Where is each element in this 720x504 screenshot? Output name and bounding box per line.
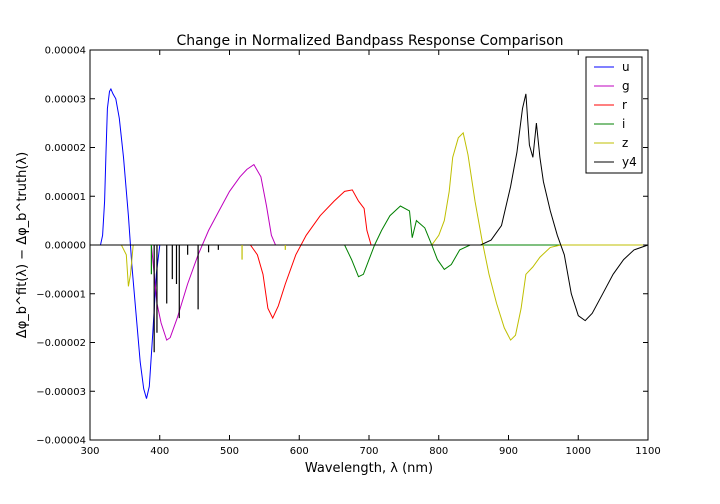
series-line-i bbox=[90, 205, 648, 278]
legend-label-r: r bbox=[622, 98, 627, 112]
y-tick-label: −0.00004 bbox=[36, 436, 86, 447]
legend-label-i: i bbox=[622, 117, 625, 131]
series-line-g bbox=[90, 163, 648, 341]
y-tick-label: −0.00002 bbox=[36, 338, 86, 349]
y-tick-label: 0.00002 bbox=[45, 143, 86, 154]
y-tick-label: 0.00004 bbox=[45, 46, 86, 57]
legend-label-z: z bbox=[622, 136, 628, 150]
x-tick-label: 1000 bbox=[566, 446, 591, 457]
x-tick-label: 700 bbox=[359, 446, 378, 457]
legend-label-g: g bbox=[622, 79, 630, 93]
x-tick-label: 300 bbox=[80, 446, 99, 457]
y-tick-label: −0.00001 bbox=[36, 289, 86, 300]
series-line-r bbox=[90, 189, 648, 320]
x-tick-label: 500 bbox=[220, 446, 239, 457]
legend-label-u: u bbox=[622, 60, 630, 74]
x-tick-label: 900 bbox=[499, 446, 518, 457]
legend-box bbox=[585, 56, 643, 174]
chart-title: Change in Normalized Bandpass Response C… bbox=[176, 33, 563, 49]
series-line-z bbox=[90, 131, 648, 341]
y-tick-label: 0.00000 bbox=[45, 241, 86, 252]
x-tick-label: 1100 bbox=[635, 446, 660, 457]
x-tick-label: 600 bbox=[290, 446, 309, 457]
series-line-u bbox=[90, 87, 648, 399]
legend-label-y4: y4 bbox=[622, 155, 637, 169]
x-tick-label: 800 bbox=[429, 446, 448, 457]
y-tick-label: 0.00001 bbox=[45, 192, 86, 203]
series-line-y4 bbox=[90, 93, 649, 322]
y-axis-label: Δφ_b^fit(λ) − Δφ_b^truth(λ) bbox=[15, 152, 30, 338]
y-tick-label: 0.00003 bbox=[45, 94, 86, 105]
x-axis-label: Wavelength, λ (nm) bbox=[305, 461, 433, 476]
x-tick-label: 400 bbox=[150, 446, 169, 457]
y-tick-label: −0.00003 bbox=[36, 387, 86, 398]
